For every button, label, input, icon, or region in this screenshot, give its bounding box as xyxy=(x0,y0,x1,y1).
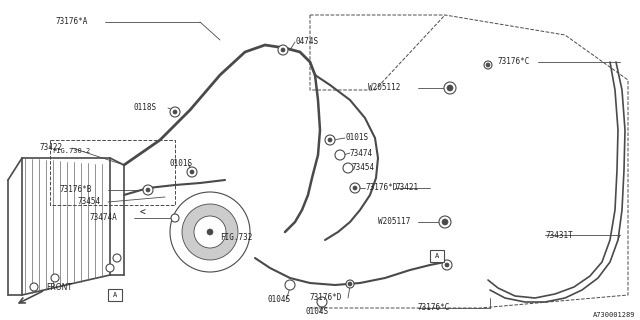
Circle shape xyxy=(281,48,285,52)
Bar xyxy=(430,250,444,262)
Text: 73421: 73421 xyxy=(395,183,418,193)
Text: 73176*C: 73176*C xyxy=(498,58,531,67)
Circle shape xyxy=(348,282,352,286)
Circle shape xyxy=(486,63,490,67)
Text: 73176*A: 73176*A xyxy=(55,18,88,27)
Circle shape xyxy=(170,107,180,117)
Text: 0101S: 0101S xyxy=(345,133,368,142)
Circle shape xyxy=(343,163,353,173)
Circle shape xyxy=(170,192,250,272)
Circle shape xyxy=(207,229,213,235)
Circle shape xyxy=(51,274,59,282)
Circle shape xyxy=(447,85,453,91)
Text: 0104S: 0104S xyxy=(305,308,328,316)
Circle shape xyxy=(187,167,197,177)
Circle shape xyxy=(317,297,327,307)
Circle shape xyxy=(30,283,38,291)
Text: 73454: 73454 xyxy=(352,164,375,172)
Circle shape xyxy=(173,110,177,114)
Circle shape xyxy=(143,185,153,195)
Circle shape xyxy=(439,216,451,228)
Text: 0104S: 0104S xyxy=(268,295,291,305)
Text: W205117: W205117 xyxy=(378,218,410,227)
Circle shape xyxy=(190,170,194,174)
Circle shape xyxy=(278,45,288,55)
Circle shape xyxy=(353,186,357,190)
Circle shape xyxy=(346,280,354,288)
Text: 0474S: 0474S xyxy=(295,37,318,46)
Text: <: < xyxy=(140,208,146,218)
Bar xyxy=(108,289,122,301)
Text: 0101S: 0101S xyxy=(170,158,193,167)
Circle shape xyxy=(328,138,332,142)
Text: 73431T: 73431T xyxy=(545,230,573,239)
Text: A730001289: A730001289 xyxy=(593,312,635,318)
Circle shape xyxy=(350,183,360,193)
Circle shape xyxy=(146,188,150,192)
Text: FRONT: FRONT xyxy=(46,284,72,292)
Text: 73454: 73454 xyxy=(78,197,101,206)
Circle shape xyxy=(194,216,226,248)
Circle shape xyxy=(106,264,114,272)
Circle shape xyxy=(285,280,295,290)
Text: 73474A: 73474A xyxy=(90,213,118,222)
Text: A: A xyxy=(113,292,117,298)
Circle shape xyxy=(325,135,335,145)
Text: A: A xyxy=(435,253,439,259)
Text: 0118S: 0118S xyxy=(133,103,156,113)
Circle shape xyxy=(335,150,345,160)
Circle shape xyxy=(445,263,449,267)
Circle shape xyxy=(442,260,452,270)
Text: FIG.730-2: FIG.730-2 xyxy=(52,148,90,154)
Circle shape xyxy=(444,82,456,94)
Circle shape xyxy=(182,204,238,260)
Circle shape xyxy=(171,214,179,222)
Text: 73176*C: 73176*C xyxy=(418,303,451,313)
Circle shape xyxy=(484,61,492,69)
Text: 73474: 73474 xyxy=(350,148,373,157)
Text: 73176*D: 73176*D xyxy=(365,183,397,193)
Text: 73176*D: 73176*D xyxy=(310,293,342,302)
Circle shape xyxy=(442,219,448,225)
Text: FIG.732: FIG.732 xyxy=(220,234,252,243)
Text: 73422: 73422 xyxy=(40,143,63,153)
Text: 73176*B: 73176*B xyxy=(60,186,92,195)
Circle shape xyxy=(113,254,121,262)
Text: W205112: W205112 xyxy=(368,84,401,92)
